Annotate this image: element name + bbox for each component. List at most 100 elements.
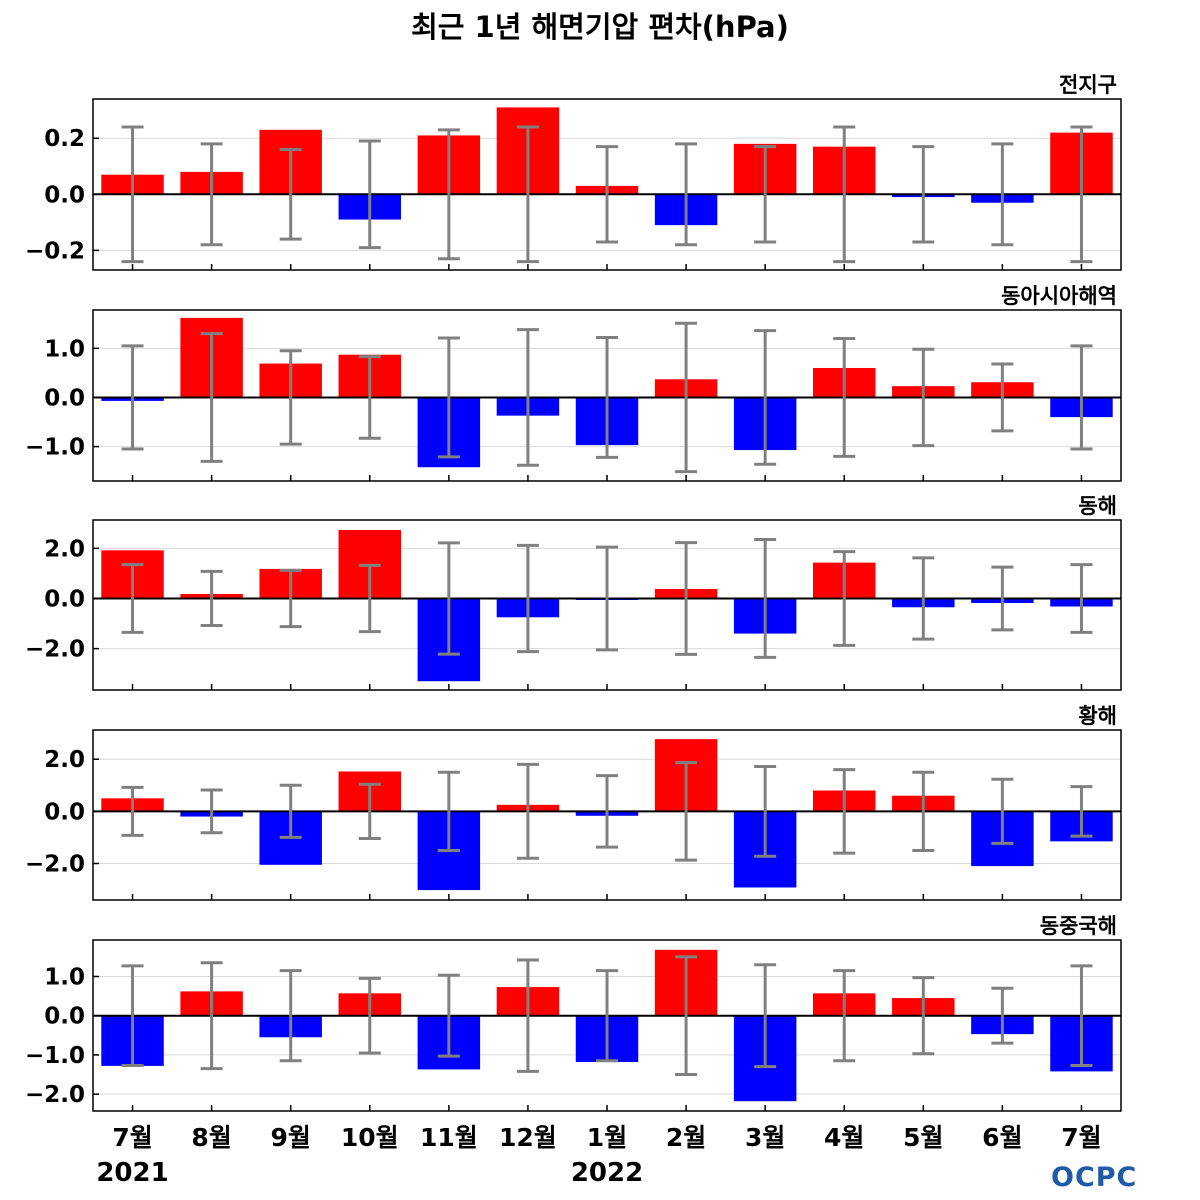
- panel-2: 2.0 0.0 −2.0 동해: [25, 494, 1122, 691]
- error-bar: [675, 142, 698, 247]
- error-bar: [912, 347, 935, 448]
- x-tick-label: 6월: [982, 1123, 1022, 1152]
- panel-0: 0.2 0.0 −0.2 전지구: [25, 73, 1122, 271]
- year-label: 2022: [571, 1158, 643, 1188]
- error-bar: [596, 774, 618, 849]
- error-bar: [200, 961, 223, 1071]
- error-bar: [200, 142, 223, 247]
- error-bar: [912, 770, 935, 852]
- error-bar: [991, 986, 1014, 1045]
- error-bar: [912, 556, 935, 641]
- error-bar: [516, 328, 539, 467]
- y-tick-label: −2.0: [25, 637, 85, 663]
- x-tick-label: 11월: [420, 1123, 478, 1152]
- error-bar: [358, 563, 381, 634]
- error-bar: [1070, 563, 1093, 634]
- error-bar: [754, 145, 777, 244]
- error-bar: [754, 538, 777, 659]
- error-bar: [596, 969, 618, 1063]
- y-tick-label: 0.0: [44, 799, 85, 825]
- error-bar: [991, 565, 1014, 632]
- x-tick-label: 9월: [270, 1123, 310, 1152]
- error-bar: [912, 145, 935, 244]
- error-bar: [279, 969, 302, 1063]
- error-bar: [754, 329, 777, 466]
- error-bar: [991, 142, 1014, 247]
- panel-title: 동중국해: [1040, 914, 1117, 938]
- x-tick-label: 3월: [745, 1123, 785, 1152]
- error-bar: [279, 349, 302, 446]
- y-tick-label: 1.0: [44, 336, 85, 362]
- panel-title: 동해: [1078, 494, 1117, 518]
- error-bar: [200, 788, 223, 835]
- error-bar: [516, 543, 539, 654]
- error-bar: [991, 777, 1014, 845]
- x-tick-label: 5월: [903, 1123, 943, 1152]
- chart-title: 최근 1년 해면기압 편차(hPa): [411, 10, 789, 44]
- panel-title: 황해: [1078, 704, 1117, 728]
- error-bar: [1070, 125, 1093, 264]
- error-bar: [1070, 964, 1093, 1068]
- y-tick-label: 1.0: [44, 964, 85, 990]
- error-bar: [279, 147, 302, 241]
- panel-title: 동아시아해역: [1001, 284, 1117, 308]
- error-bar: [358, 782, 381, 840]
- error-bar: [437, 336, 460, 459]
- error-bar: [279, 568, 302, 629]
- year-label: 2021: [96, 1158, 168, 1188]
- y-tick-label: 0.0: [44, 1004, 85, 1030]
- error-bar: [675, 761, 698, 862]
- error-bar: [596, 336, 618, 459]
- ocpc-logo: OCPC: [1051, 1162, 1138, 1193]
- error-bar: [437, 128, 460, 261]
- error-bar: [437, 973, 460, 1058]
- x-tick-label: 7월: [112, 1123, 152, 1152]
- x-tick-label: 10월: [341, 1123, 399, 1152]
- panel-1: 1.0 0.0 −1.0 동아시아해역: [25, 284, 1122, 482]
- error-bar: [516, 958, 539, 1073]
- y-tick-label: 2.0: [44, 536, 85, 562]
- y-tick-label: −2.0: [25, 851, 85, 877]
- error-bar: [596, 145, 618, 244]
- x-tick-label: 1월: [587, 1123, 627, 1152]
- error-bar: [516, 125, 539, 264]
- error-bar: [121, 125, 144, 264]
- y-tick-label: 0.0: [44, 182, 85, 208]
- error-bar: [754, 765, 777, 858]
- x-tick-label: 4월: [824, 1123, 864, 1152]
- x-tick-label: 7월: [1061, 1123, 1101, 1152]
- error-bar: [358, 355, 381, 440]
- error-bar: [833, 337, 856, 458]
- error-bar: [121, 785, 144, 837]
- error-bar: [675, 321, 698, 474]
- error-bar: [437, 770, 460, 852]
- panel-3: 2.0 0.0 −2.0 황해: [25, 704, 1122, 901]
- error-bar: [437, 541, 460, 656]
- error-bar: [121, 964, 144, 1068]
- error-bar: [596, 545, 618, 652]
- error-bar: [675, 955, 698, 1077]
- error-bar: [833, 969, 856, 1063]
- y-tick-label: 2.0: [44, 747, 85, 773]
- error-bar: [675, 541, 698, 656]
- error-bar: [121, 563, 144, 634]
- error-bar: [358, 139, 381, 250]
- error-bar: [912, 976, 935, 1056]
- error-bar: [279, 783, 302, 839]
- y-tick-label: −0.2: [25, 238, 85, 264]
- y-tick-label: −1.0: [25, 1043, 85, 1069]
- error-bar: [991, 362, 1014, 433]
- y-tick-label: −2.0: [25, 1082, 85, 1108]
- x-axis-labels: 7월 8월 9월 10월 11월 12월 1월 2월 3월 4월 5월 6월 7월 2021 2022: [96, 1123, 1101, 1188]
- x-tick-label: 2월: [666, 1123, 706, 1152]
- error-bar: [358, 976, 381, 1055]
- x-tick-label: 12월: [499, 1123, 557, 1152]
- y-tick-label: 0.0: [44, 586, 85, 612]
- y-tick-label: 0.2: [44, 126, 85, 152]
- error-bar: [1070, 785, 1093, 838]
- y-tick-label: 0.0: [44, 385, 85, 411]
- error-bar: [833, 550, 856, 647]
- error-bar: [1070, 344, 1093, 451]
- error-bar: [200, 569, 223, 628]
